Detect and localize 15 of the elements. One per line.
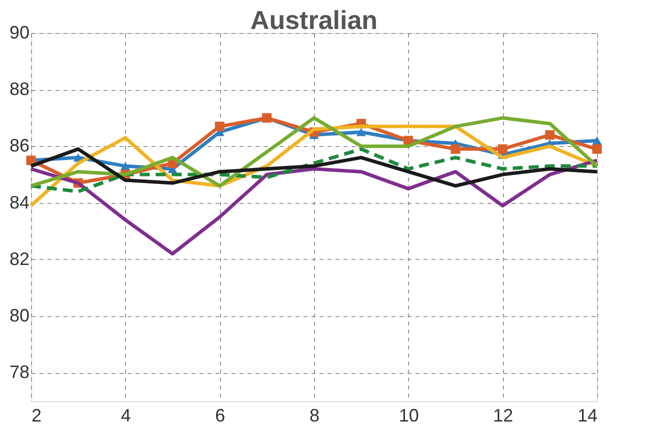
chart-title: Australian: [250, 5, 378, 35]
y-tick-label: 86: [9, 136, 30, 156]
y-tick-label: 78: [9, 362, 30, 382]
x-tick-label: 10: [398, 406, 419, 426]
x-tick-label: 8: [309, 406, 320, 426]
x-tick-label: 14: [577, 406, 598, 426]
x-tick-label: 4: [120, 406, 131, 426]
y-tick-label: 88: [9, 79, 30, 100]
y-tick-label: 90: [9, 22, 30, 42]
x-tick-label: 6: [215, 406, 226, 426]
y-tick-label: 84: [9, 192, 30, 212]
x-tick-label: 2: [32, 406, 42, 426]
x-tick-label: 12: [493, 406, 514, 426]
y-tick-label: 82: [9, 248, 30, 269]
y-tick-label: 80: [9, 306, 30, 326]
